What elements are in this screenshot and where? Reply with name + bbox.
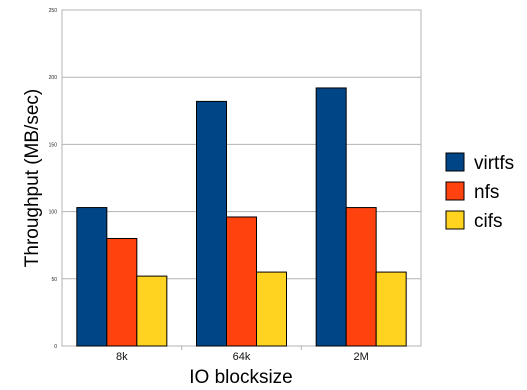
y-tick-label: 200 — [49, 75, 58, 81]
x-tick-label: 8k — [116, 351, 128, 363]
y-tick-label: 50 — [51, 277, 57, 283]
x-axis-label: IO blocksize — [189, 367, 292, 388]
legend-label-cifs: cifs — [474, 211, 503, 232]
y-axis-label: Throughput (MB/sec) — [22, 89, 43, 267]
legend-label-virtfs: virtfs — [474, 153, 514, 174]
x-tick-labels: 8k 64k 2M — [116, 346, 369, 363]
x-tick-label: 64k — [233, 351, 251, 363]
y-tick-label: 150 — [49, 142, 58, 148]
bar-virtfs-2M — [315, 87, 347, 347]
x-tick-label: 2M — [354, 351, 369, 363]
bar-virtfs-64k — [196, 100, 227, 347]
legend-swatch-virtfs — [445, 152, 465, 172]
legend: virtfs nfs cifs — [445, 152, 514, 232]
y-tick-label: 100 — [49, 210, 58, 216]
bar-cifs-64k — [256, 271, 287, 347]
bar-nfs-8k — [106, 237, 138, 347]
bar-nfs-2M — [345, 207, 377, 347]
bars — [76, 87, 407, 347]
legend-swatch-cifs — [445, 210, 465, 230]
y-tick-label: 0 — [54, 344, 57, 350]
y-tick-label: 250 — [49, 8, 58, 14]
bar-virtfs-8k — [76, 207, 108, 347]
y-tick-labels: 0 50 100 150 200 250 — [49, 8, 58, 350]
legend-swatch-nfs — [445, 181, 465, 201]
legend-label-nfs: nfs — [474, 182, 499, 203]
bar-cifs-8k — [136, 275, 168, 347]
bar-cifs-2M — [375, 271, 407, 347]
bar-nfs-64k — [226, 216, 257, 347]
